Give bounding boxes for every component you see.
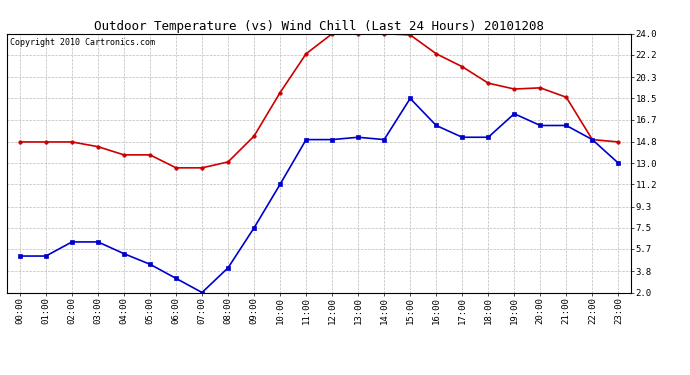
Text: Copyright 2010 Cartronics.com: Copyright 2010 Cartronics.com — [10, 38, 155, 46]
Title: Outdoor Temperature (vs) Wind Chill (Last 24 Hours) 20101208: Outdoor Temperature (vs) Wind Chill (Las… — [94, 20, 544, 33]
